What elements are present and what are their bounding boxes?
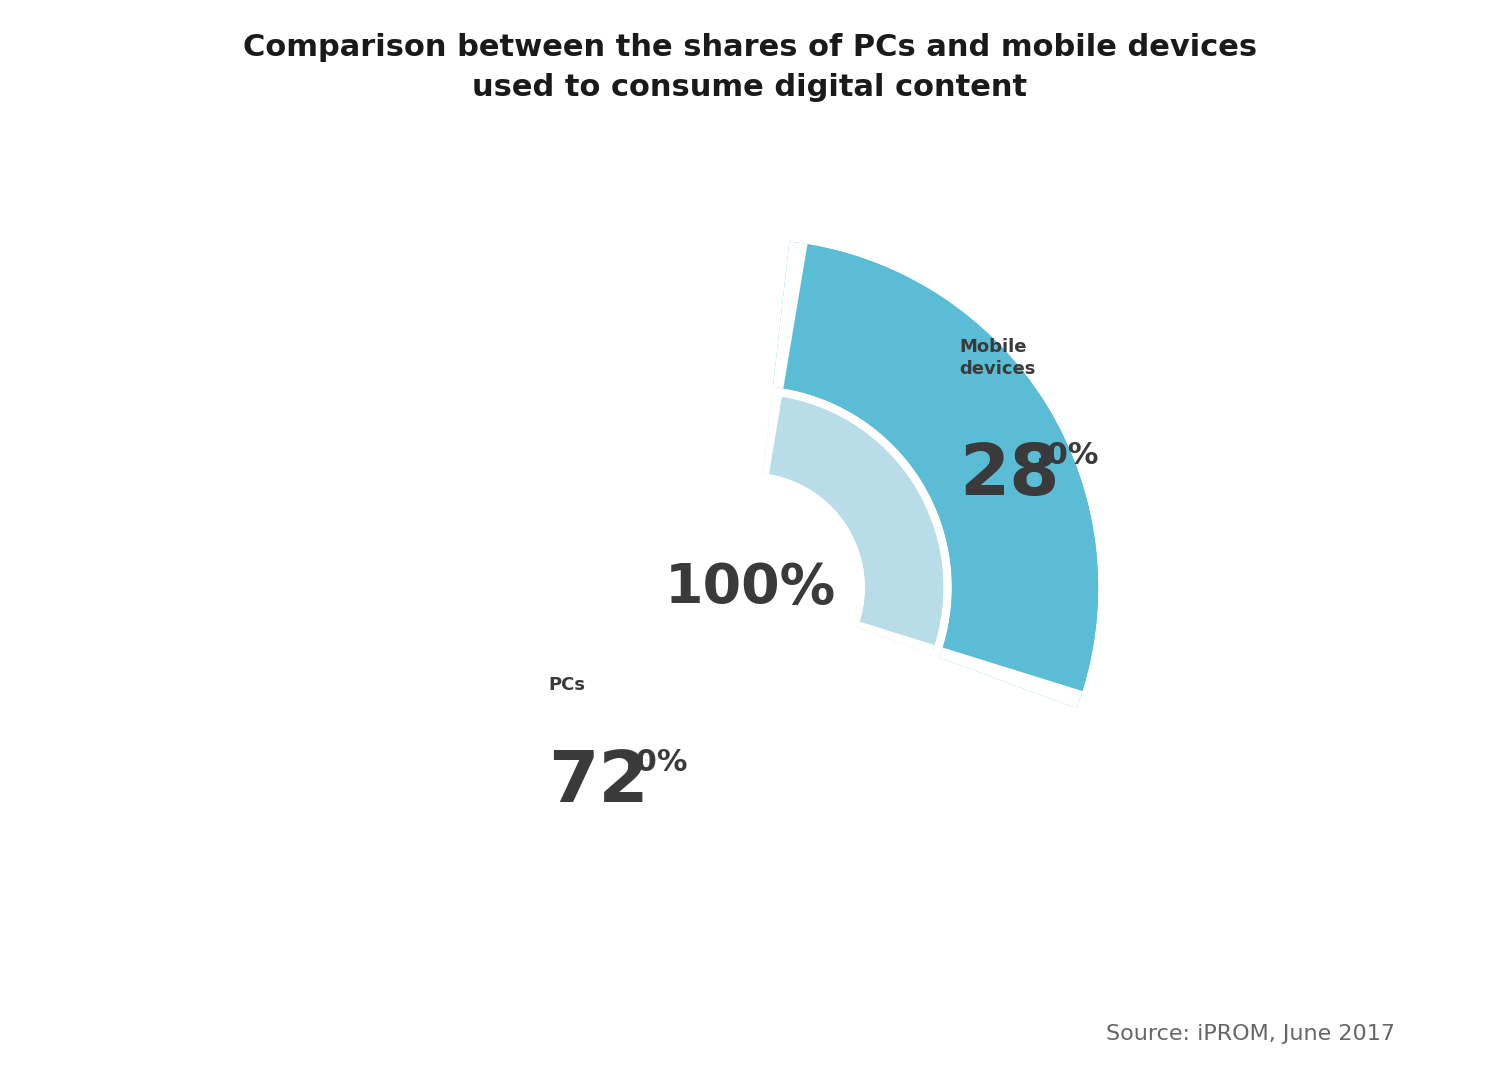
Text: Source: iPROM, June 2017: Source: iPROM, June 2017 [1106, 1025, 1395, 1044]
Text: 100%: 100% [664, 560, 836, 615]
Text: PCs: PCs [548, 676, 585, 694]
Wedge shape [772, 242, 1098, 708]
Text: 72: 72 [548, 747, 648, 817]
Wedge shape [939, 647, 1083, 708]
Wedge shape [764, 396, 944, 655]
Wedge shape [764, 396, 782, 474]
Text: .0%: .0% [624, 747, 688, 777]
Wedge shape [858, 621, 934, 655]
Wedge shape [770, 397, 944, 645]
Text: .0%: .0% [1035, 442, 1100, 470]
Wedge shape [772, 242, 807, 388]
Circle shape [634, 472, 866, 703]
Wedge shape [783, 244, 1098, 691]
Text: Comparison between the shares of PCs and mobile devices
used to consume digital : Comparison between the shares of PCs and… [243, 33, 1257, 102]
Text: Mobile
devices: Mobile devices [958, 337, 1035, 378]
Text: 28: 28 [958, 442, 1059, 510]
